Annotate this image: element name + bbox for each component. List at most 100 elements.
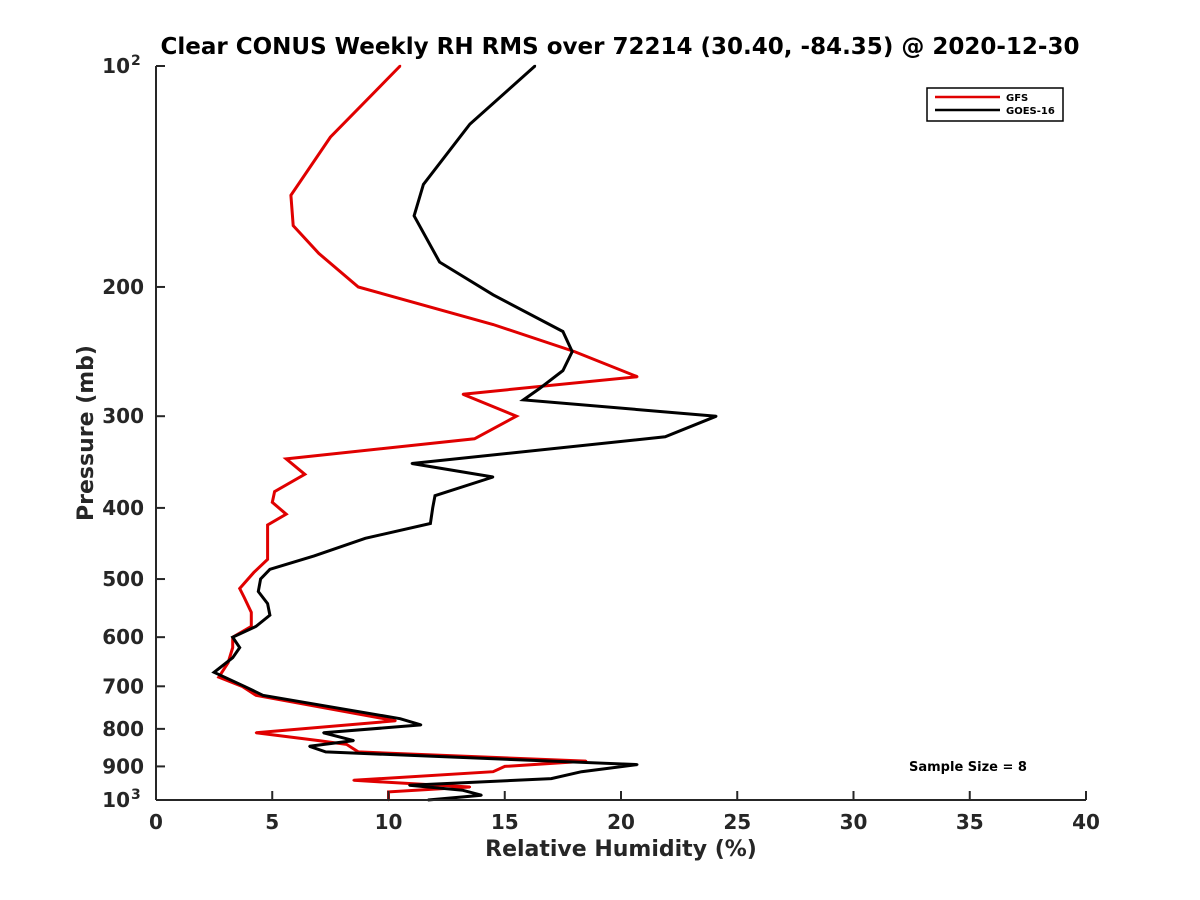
x-tick-label-40: 40 (1072, 810, 1100, 834)
data-point-gfs-1 (329, 135, 332, 139)
data-point-goes-16-7 (571, 350, 574, 353)
data-point-goes-16-21 (259, 577, 262, 581)
data-point-goes-16-27 (238, 646, 241, 649)
data-point-goes-16-2 (422, 183, 425, 186)
data-point-goes-16-42 (461, 789, 465, 792)
data-point-goes-16-0 (533, 64, 537, 68)
data-point-goes-16-23 (266, 602, 269, 605)
data-point-gfs-3 (292, 224, 295, 227)
y-tick-label-600: 600 (102, 625, 144, 649)
data-point-goes-16-37 (324, 750, 327, 754)
data-point-gfs-19 (252, 571, 255, 574)
data-point-goes-16-17 (429, 522, 432, 525)
data-point-gfs-10 (515, 415, 518, 418)
data-point-gfs-2 (289, 194, 293, 197)
x-tick-label-30: 30 (840, 810, 868, 834)
data-point-gfs-22 (250, 611, 253, 614)
data-point-goes-16-20 (268, 568, 272, 571)
x-tick-label-25: 25 (723, 810, 751, 834)
data-point-goes-16-43 (480, 794, 483, 797)
y-tick-label-1000: 10 (102, 788, 130, 812)
data-point-goes-16-41 (408, 784, 411, 787)
y-tick-exponent-1000: 3 (131, 787, 141, 803)
data-point-gfs-5 (357, 285, 360, 289)
x-tick-label-15: 15 (491, 810, 519, 834)
data-point-goes-16-19 (312, 554, 316, 558)
data-point-gfs-29 (254, 694, 258, 697)
legend: GFS GOES-16 (926, 87, 1064, 122)
data-point-goes-16-31 (261, 694, 265, 697)
data-point-goes-16-16 (431, 506, 434, 510)
data-point-goes-16-11 (715, 415, 718, 418)
data-point-gfs-6 (491, 323, 495, 326)
y-tick-label-400: 400 (102, 496, 144, 520)
data-point-goes-16-32 (398, 717, 402, 720)
data-point-gfs-15 (271, 501, 274, 504)
data-point-goes-16-40 (550, 777, 553, 780)
data-point-goes-16-22 (257, 590, 260, 593)
data-point-gfs-21 (243, 596, 246, 599)
data-point-goes-16-8 (561, 369, 565, 372)
data-point-gfs-38 (352, 779, 355, 782)
data-point-gfs-7 (573, 350, 576, 353)
data-point-goes-16-15 (433, 494, 437, 497)
data-point-gfs-25 (231, 646, 234, 649)
data-point-goes-16-25 (254, 625, 258, 628)
y-axis-title: Pressure (mb) (74, 345, 99, 521)
data-point-goes-16-39 (580, 770, 583, 773)
data-point-gfs-14 (273, 490, 276, 493)
data-point-gfs-30 (394, 719, 397, 722)
data-point-goes-16-5 (491, 293, 495, 296)
y-tick-label-800: 800 (102, 717, 144, 741)
data-point-gfs-18 (266, 558, 269, 561)
sample-size-annotation: Sample Size = 8 (909, 760, 1027, 775)
data-point-gfs-17 (266, 523, 269, 527)
data-point-gfs-9 (461, 393, 465, 396)
data-point-goes-16-36 (308, 745, 311, 748)
data-point-goes-16-34 (322, 731, 325, 734)
y-tick-label-300: 300 (102, 404, 144, 428)
data-point-gfs-39 (468, 785, 472, 789)
data-point-gfs-31 (254, 731, 258, 734)
data-point-gfs-16 (285, 513, 288, 516)
y-tick-label-500: 500 (102, 567, 144, 591)
data-point-gfs-27 (217, 675, 220, 679)
data-point-goes-16-18 (364, 537, 367, 540)
y-tick-label-900: 900 (102, 754, 144, 778)
y-tick-exponent-100: 2 (131, 53, 141, 69)
data-point-goes-16-35 (352, 739, 355, 742)
x-tick-label-5: 5 (265, 810, 279, 834)
legend-label-goes16: GOES-16 (1006, 106, 1055, 117)
data-point-goes-16-13 (410, 462, 413, 465)
data-point-gfs-36 (503, 765, 506, 768)
data-point-goes-16-9 (538, 387, 541, 390)
legend-box (926, 87, 1064, 122)
y-tick-label-200: 200 (102, 275, 144, 299)
data-point-gfs-8 (636, 375, 639, 378)
data-point-gfs-11 (473, 437, 476, 440)
data-point-goes-16-1 (468, 122, 472, 126)
data-point-gfs-12 (285, 457, 288, 461)
data-point-goes-16-4 (438, 260, 441, 264)
data-point-gfs-32 (317, 739, 320, 742)
data-point-gfs-13 (303, 473, 306, 476)
data-point-goes-16-14 (491, 475, 495, 479)
data-point-goes-16-26 (231, 636, 234, 639)
data-point-goes-16-29 (212, 671, 216, 674)
data-point-goes-16-28 (231, 656, 234, 659)
data-point-goes-16-30 (243, 685, 246, 688)
data-point-goes-16-6 (561, 330, 565, 333)
data-point-goes-16-3 (412, 214, 416, 217)
x-tick-label-35: 35 (956, 810, 984, 834)
chart-title: Clear CONUS Weekly RH RMS over 72214 (30… (161, 34, 1080, 60)
x-tick-label-20: 20 (607, 810, 635, 834)
y-tick-label-700: 700 (102, 674, 144, 698)
data-point-goes-16-12 (664, 435, 667, 438)
legend-label-gfs: GFS (1006, 93, 1028, 104)
x-axis-title: Relative Humidity (%) (485, 837, 757, 862)
data-point-goes-16-33 (419, 723, 423, 727)
